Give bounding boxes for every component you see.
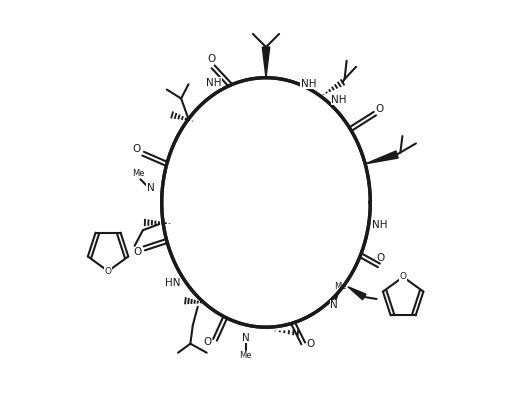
Text: Me: Me — [132, 169, 145, 178]
Text: Me: Me — [239, 351, 252, 360]
Text: NH: NH — [301, 79, 316, 88]
Text: N: N — [147, 183, 154, 193]
Polygon shape — [365, 151, 398, 164]
Text: O: O — [134, 247, 142, 257]
Text: O: O — [306, 339, 315, 349]
Polygon shape — [348, 287, 366, 300]
Text: N: N — [330, 300, 338, 310]
Text: NH: NH — [331, 95, 347, 105]
Text: O: O — [207, 54, 215, 65]
Text: O: O — [377, 253, 385, 263]
Text: O: O — [400, 272, 406, 281]
Text: NH: NH — [372, 220, 388, 230]
Text: N: N — [242, 333, 250, 343]
Text: O: O — [105, 267, 112, 276]
Text: O: O — [133, 144, 141, 154]
Text: O: O — [376, 105, 384, 115]
Text: O: O — [204, 337, 212, 347]
Text: HN: HN — [164, 279, 180, 288]
Polygon shape — [262, 47, 270, 78]
Text: NH: NH — [206, 78, 222, 88]
Text: Me: Me — [334, 282, 347, 291]
